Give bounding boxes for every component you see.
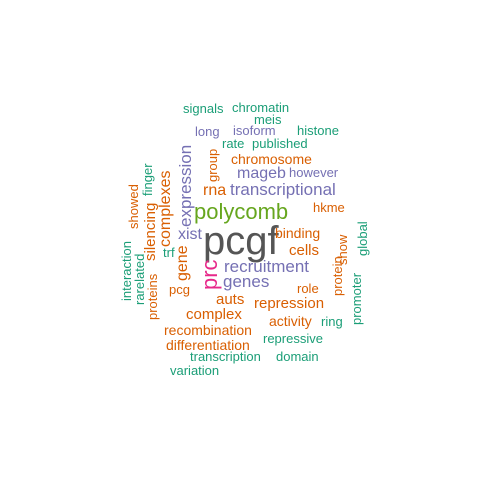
word-xist: xist — [178, 226, 202, 243]
word-finger: finger — [140, 163, 155, 196]
word-genes: genes — [223, 272, 270, 291]
word-rarelated: rarelated — [132, 253, 147, 305]
word-transcriptional: transcriptional — [230, 180, 336, 199]
word-rna: rna — [203, 182, 227, 199]
word-polycomb: polycomb — [194, 199, 289, 224]
word-published: published — [252, 136, 308, 151]
word-trf: trf — [163, 245, 175, 260]
word-domain: domain — [276, 349, 319, 364]
word-role: role — [297, 281, 319, 296]
word-mageb: mageb — [237, 165, 286, 182]
word-chromosome: chromosome — [231, 151, 312, 167]
word-complex: complex — [186, 306, 242, 323]
word-transcription: transcription — [190, 349, 261, 364]
word-meis: meis — [254, 112, 282, 127]
word-however: however — [289, 165, 339, 180]
word-showed: showed — [126, 184, 141, 229]
word-auts: auts — [216, 291, 245, 308]
word-long: long — [195, 124, 220, 139]
word-cells: cells — [289, 242, 320, 259]
word-prc: prc — [197, 259, 222, 290]
word-chromatin: chromatin — [232, 100, 290, 115]
word-differentiation: differentiation — [166, 337, 250, 353]
word-ring: ring — [321, 314, 343, 329]
word-complexes: complexes — [157, 170, 174, 247]
word-expression: expression — [176, 144, 195, 227]
word-pcg: pcg — [169, 282, 190, 297]
word-signals: signals — [183, 101, 224, 116]
word-variation: variation — [170, 363, 220, 378]
word-recruitment: recruitment — [224, 257, 310, 276]
word-histone: histone — [297, 123, 339, 138]
word-repression: repression — [254, 295, 325, 312]
word-rate: rate — [222, 136, 245, 151]
word-repressive: repressive — [263, 331, 323, 346]
word-protein: protein — [330, 256, 345, 296]
word-recombination: recombination — [164, 322, 252, 338]
word-silencing: silencing — [142, 202, 159, 261]
word-pcgf: pcgf — [203, 219, 279, 263]
word-promoter: promoter — [349, 272, 364, 325]
word-proteins: proteins — [145, 273, 160, 320]
word-activity: activity — [269, 313, 312, 329]
word-hkme: hkme — [313, 200, 345, 215]
word-gene: gene — [174, 245, 191, 281]
word-group: group — [205, 148, 220, 182]
word-isoform: isoform — [233, 123, 276, 138]
word-global: global — [355, 221, 370, 256]
word-binding: binding — [275, 225, 321, 241]
